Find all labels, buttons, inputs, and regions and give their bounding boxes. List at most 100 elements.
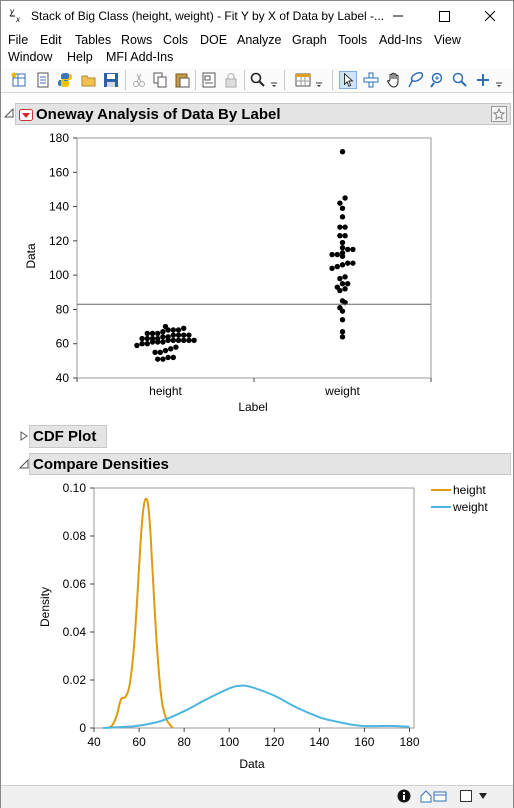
crosshair-tool-icon[interactable] <box>362 71 380 89</box>
menu-tables[interactable]: Tables <box>75 33 112 47</box>
data-point-height <box>160 329 166 335</box>
data-table-dropdown-icon[interactable] <box>314 71 324 89</box>
copy-icon[interactable] <box>151 71 169 89</box>
densities-disclosure-icon[interactable] <box>19 459 29 469</box>
window-list-dropdown[interactable] <box>459 789 493 803</box>
density-x-tick-label: 180 <box>399 735 419 749</box>
data-point-height <box>181 332 187 338</box>
plus-tool-icon[interactable] <box>474 71 492 89</box>
data-point-height <box>173 344 179 350</box>
data-point-height <box>139 341 145 347</box>
window-title: Stack of Big Class (height, weight) - Fi… <box>31 9 385 23</box>
python-icon[interactable] <box>56 71 74 89</box>
grabber-tool-icon[interactable] <box>385 71 403 89</box>
density-chart: Density Data 0 0.02 0.04 0.06 0.08 0.10 40 60 8… <box>38 481 488 771</box>
oneway-header: Oneway Analysis of Data By Label <box>15 103 511 125</box>
lasso-tool-icon[interactable] <box>407 71 425 89</box>
data-point-height <box>139 335 145 342</box>
svg-text:y: y <box>9 7 15 16</box>
close-button[interactable] <box>467 1 513 31</box>
data-point-weight <box>339 245 346 251</box>
data-point-height <box>155 356 161 362</box>
legend-label-height: height <box>453 483 486 497</box>
data-point-weight <box>342 233 348 239</box>
menu-add-ins[interactable]: Add-Ins <box>379 33 423 47</box>
zoom-search-icon[interactable] <box>451 71 469 89</box>
menu-window[interactable]: Window <box>8 50 53 64</box>
density-x-tick-label: 100 <box>219 735 239 749</box>
save-icon[interactable] <box>102 71 120 89</box>
search-icon[interactable] <box>249 71 267 89</box>
cdf-header[interactable]: CDF Plot <box>29 425 107 448</box>
data-point-height <box>149 339 156 345</box>
info-icon[interactable] <box>397 789 411 803</box>
data-point-weight <box>350 260 356 266</box>
data-point-weight <box>342 286 348 292</box>
data-point-height <box>134 342 140 349</box>
close-icon <box>484 10 496 22</box>
oneway-disclosure-icon[interactable] <box>4 108 14 118</box>
legend-label-weight: weight <box>452 500 488 514</box>
data-point-height <box>181 325 187 331</box>
density-y-axis-label: Density <box>38 587 52 627</box>
data-point-height <box>165 354 171 361</box>
density-plot-frame <box>93 487 415 729</box>
arrow-tool-icon[interactable] <box>339 71 357 89</box>
data-point-weight <box>345 260 351 266</box>
status-bar <box>1 785 513 808</box>
data-point-height <box>165 327 171 333</box>
data-point-height <box>152 349 158 355</box>
minimize-button[interactable] <box>375 1 421 31</box>
home-window-icon[interactable] <box>419 789 449 803</box>
data-point-height <box>170 354 176 361</box>
density-x-tick-label: 60 <box>132 735 146 749</box>
menu-graph[interactable]: Graph <box>292 33 327 47</box>
red-triangle-icon[interactable] <box>19 109 33 121</box>
lock-icon[interactable] <box>222 71 240 89</box>
oneway-y-tick-label: 120 <box>49 234 69 248</box>
search-dropdown-icon[interactable] <box>269 71 279 89</box>
menu-analyze[interactable]: Analyze <box>237 33 282 47</box>
data-point-height <box>170 332 176 338</box>
new-data-table-icon[interactable] <box>10 71 28 89</box>
data-point-weight <box>339 149 346 155</box>
data-point-weight <box>339 329 346 335</box>
menu-file[interactable]: File <box>8 33 29 47</box>
data-point-weight <box>339 308 346 314</box>
menu-help[interactable]: Help <box>67 50 93 64</box>
cdf-disclosure-icon[interactable] <box>19 431 29 441</box>
data-table-icon[interactable] <box>294 71 312 89</box>
menu-mfi-add-ins[interactable]: MFI Add-Ins <box>106 50 174 64</box>
paste-icon[interactable] <box>173 71 191 89</box>
cut-icon[interactable] <box>130 71 148 89</box>
data-point-height <box>186 337 192 343</box>
menu-view[interactable]: View <box>434 33 461 47</box>
oneway-plot-frame <box>76 137 432 379</box>
maximize-button[interactable] <box>421 1 467 31</box>
menu-cols[interactable]: Cols <box>163 33 189 47</box>
open-icon[interactable] <box>80 71 98 89</box>
data-point-weight <box>345 281 351 287</box>
data-point-weight <box>337 233 343 239</box>
tools-dropdown-icon[interactable] <box>494 71 504 89</box>
menu-doe[interactable]: DOE <box>200 33 228 47</box>
data-point-height <box>186 332 192 338</box>
zoom-tool-icon[interactable] <box>429 71 447 89</box>
density-x-tick-label: 80 <box>177 735 191 749</box>
menu-rows[interactable]: Rows <box>121 33 153 47</box>
new-script-icon[interactable] <box>34 71 52 89</box>
data-point-weight <box>339 239 346 246</box>
journal-icon[interactable] <box>200 71 218 89</box>
data-point-height <box>170 327 176 333</box>
data-point-weight <box>334 251 340 258</box>
pin-icon[interactable] <box>491 106 507 122</box>
data-point-weight <box>342 195 348 201</box>
density-x-tick-label: 160 <box>354 735 374 749</box>
density-x-tick-label: 140 <box>309 735 329 749</box>
menu-edit[interactable]: Edit <box>40 33 62 47</box>
oneway-y-tick-label: 40 <box>56 371 70 385</box>
oneway-y-tick-label: 100 <box>49 268 69 282</box>
menu-tools[interactable]: Tools <box>338 33 368 47</box>
minimize-icon <box>393 15 403 17</box>
